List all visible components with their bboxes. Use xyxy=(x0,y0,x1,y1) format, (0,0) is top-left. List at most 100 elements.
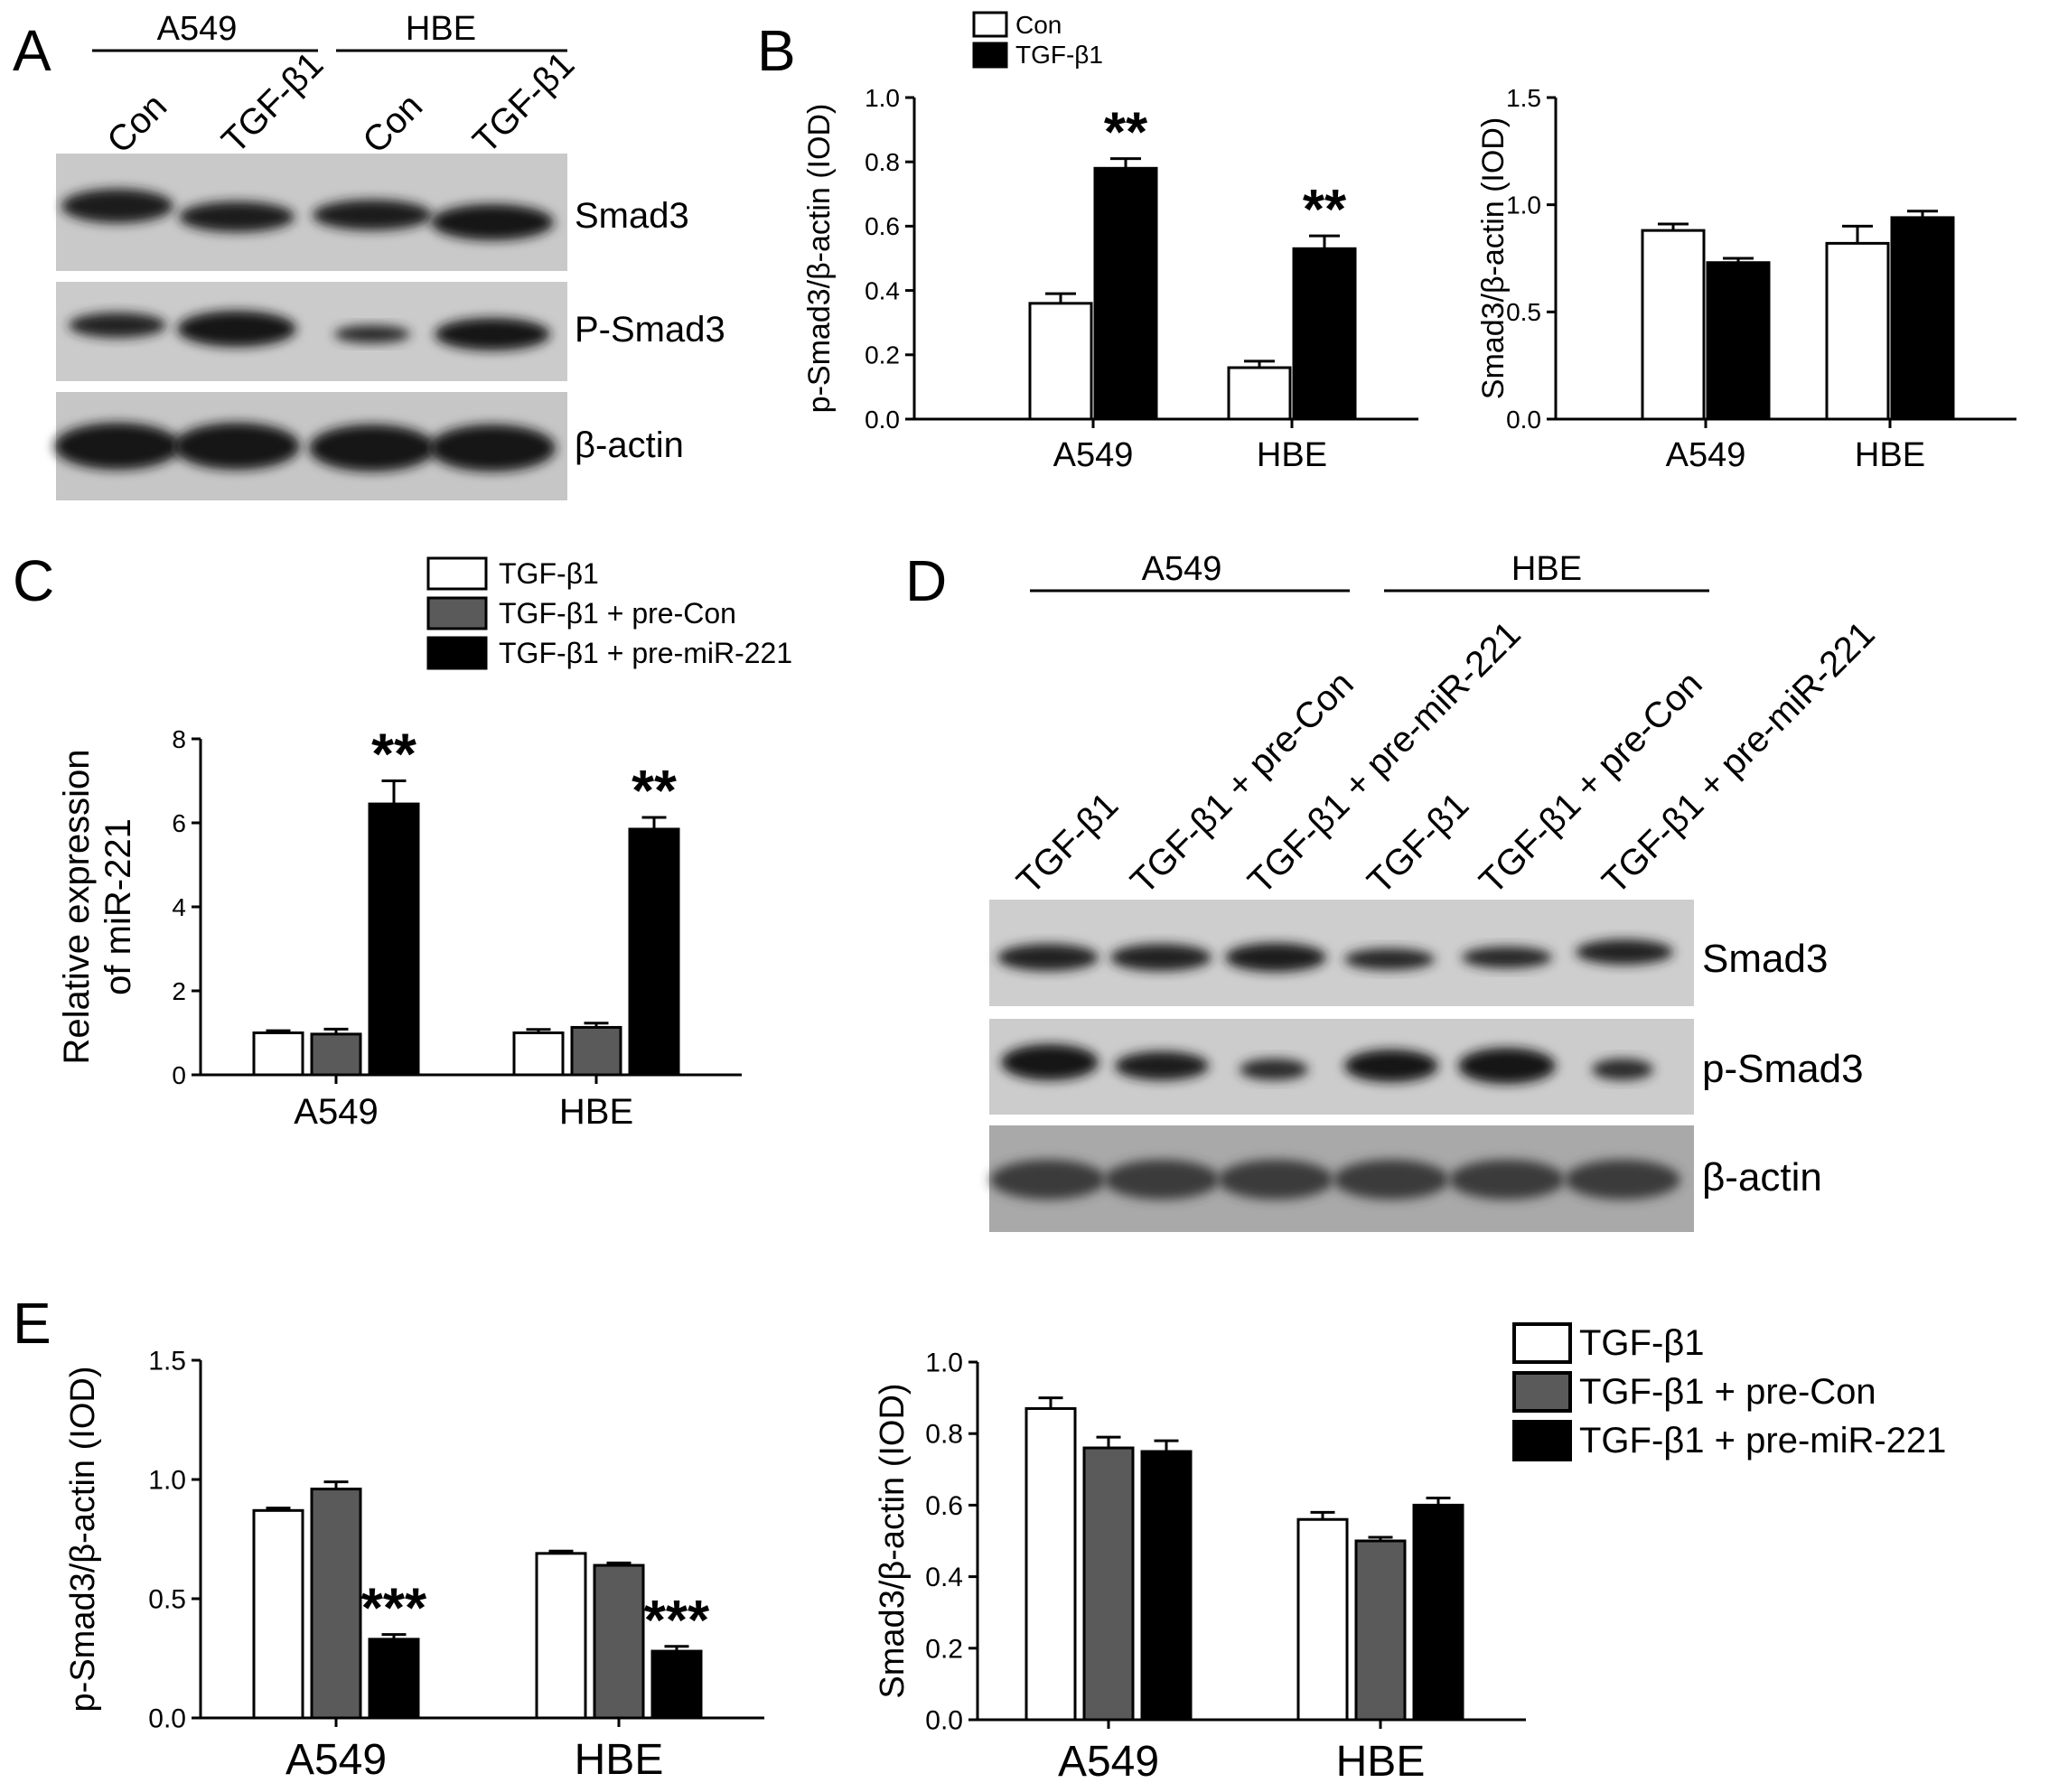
panel-d-blot: A549 HBE TGF-β1 TGF-β1 + pre-Con TGF-β1 … xyxy=(989,550,1883,1232)
blot-d-group-a549: A549 xyxy=(1142,550,1222,588)
chart-b-p-smad3: 0.0 0.2 0.4 0.6 0.8 1.0 p-Smad3/β-actin (IOD) A… xyxy=(802,84,1418,474)
significance-mark: ** xyxy=(1104,102,1148,164)
blot-d-strip-smad3 xyxy=(989,900,1694,1006)
x-category-label: HBE xyxy=(575,1736,664,1784)
legend-b-label-tgf: TGF-β1 xyxy=(1015,41,1103,69)
bar xyxy=(310,1032,362,1077)
panel-letter-a: A xyxy=(13,18,51,83)
y-tick-label: 1.0 xyxy=(1506,191,1541,219)
bar xyxy=(593,1563,645,1720)
significance-mark: ** xyxy=(371,722,416,787)
bar xyxy=(1140,1450,1193,1722)
y-tick-label: 0.0 xyxy=(925,1706,963,1736)
bar xyxy=(1354,1539,1407,1722)
y-axis-label: p-Smad3/β-actin (IOD) xyxy=(802,104,837,414)
y-tick-label: 1.5 xyxy=(148,1347,186,1377)
blot-a-band-p-smad3: P-Smad3 xyxy=(575,310,725,350)
legend-e-label-3: TGF-β1 + pre-miR-221 xyxy=(1579,1421,1946,1461)
significance-mark: *** xyxy=(361,1578,427,1640)
y-axis-label: Relative expression xyxy=(57,749,97,1064)
blot-d-group-hbe: HBE xyxy=(1511,550,1582,588)
blot-a-strip-p-smad3 xyxy=(56,282,567,381)
blot-d-band-smad3: Smad3 xyxy=(1702,937,1828,981)
bar xyxy=(1093,166,1158,421)
chart-e-p-smad3: 0.0 0.5 1.0 1.5 p-Smad3/β-actin (IOD) A549 ***… xyxy=(64,1347,764,1784)
blot-d-strip-p-smad3 xyxy=(989,1019,1694,1115)
x-category-label: HBE xyxy=(559,1092,633,1132)
y-tick-label: 0.6 xyxy=(865,212,900,240)
blot-a-strip-beta-actin xyxy=(54,392,567,500)
y-tick-label: 2 xyxy=(172,977,186,1005)
chart-e-smad3: 0.0 0.2 0.4 0.6 0.8 1.0 Smad3/β-actin (IOD) A54… xyxy=(874,1349,1526,1786)
blot-a-strip-smad3 xyxy=(56,154,567,271)
bar xyxy=(1227,366,1292,421)
legend-c-label-2: TGF-β1 + pre-Con xyxy=(499,597,736,630)
blot-d-lane-5: TGF-β1 + pre-Con xyxy=(1472,664,1710,902)
significance-mark: *** xyxy=(644,1590,710,1652)
bar xyxy=(1296,1517,1349,1722)
blot-a-band-beta-actin: β-actin xyxy=(575,425,684,465)
legend-c-label-3: TGF-β1 + pre-miR-221 xyxy=(499,637,792,669)
y-tick-label: 0.8 xyxy=(865,148,900,176)
y-tick-label: 1.0 xyxy=(925,1349,963,1378)
chart-c-mir221: 0 2 4 6 8 Relative expression of miR-221 A549 **… xyxy=(57,722,742,1132)
legend-e-label-2: TGF-β1 + pre-Con xyxy=(1579,1372,1876,1412)
blot-a-group-hbe: HBE xyxy=(406,10,476,48)
bar xyxy=(1890,216,1955,421)
x-category-label: HBE xyxy=(1855,436,1925,474)
bar xyxy=(570,1025,622,1077)
y-tick-label: 0.4 xyxy=(865,276,900,304)
legend-c: TGF-β1 TGF-β1 + pre-Con TGF-β1 + pre-miR… xyxy=(426,556,792,670)
bar xyxy=(368,802,420,1077)
significance-mark: ** xyxy=(632,758,677,823)
y-tick-label: 1.5 xyxy=(1506,84,1541,112)
legend-b: Con TGF-β1 xyxy=(972,11,1103,69)
y-tick-label: 0.4 xyxy=(925,1563,963,1592)
y-tick-label: 0.0 xyxy=(148,1704,186,1734)
bar xyxy=(1082,1446,1135,1722)
panel-a-blot: A549 HBE Con TGF-β1 Con TGF-β1 xyxy=(54,10,725,500)
y-axis-label: Smad3/β-actin (IOD) xyxy=(874,1383,912,1698)
bar xyxy=(535,1552,587,1720)
y-tick-label: 0.2 xyxy=(865,341,900,369)
bar xyxy=(1024,1406,1077,1722)
x-category-label: HBE xyxy=(1257,436,1327,474)
blot-d-lane-2: TGF-β1 + pre-Con xyxy=(1123,664,1361,902)
blot-d-lane-1: TGF-β1 xyxy=(1009,785,1126,901)
bar xyxy=(252,1508,304,1720)
blot-a-lane-1: Con xyxy=(99,86,174,161)
blot-d-band-p-smad3: p-Smad3 xyxy=(1702,1047,1864,1091)
x-category-label: A549 xyxy=(285,1736,387,1784)
panel-letter-e: E xyxy=(13,1291,51,1356)
bar xyxy=(1641,229,1706,421)
blot-d-lane-4: TGF-β1 xyxy=(1360,785,1476,901)
legend-e-label-1: TGF-β1 xyxy=(1579,1323,1705,1363)
y-axis-label: of miR-221 xyxy=(98,818,138,995)
y-tick-label: 0.5 xyxy=(1506,298,1541,326)
y-tick-label: 0.5 xyxy=(148,1585,186,1615)
blot-a-lane-3: Con xyxy=(355,86,430,161)
bar xyxy=(650,1649,703,1720)
legend-e: TGF-β1 TGF-β1 + pre-Con TGF-β1 + pre-miR… xyxy=(1512,1322,1946,1461)
bar xyxy=(1825,241,1890,421)
y-tick-label: 1.0 xyxy=(148,1466,186,1496)
bar xyxy=(1412,1503,1464,1722)
y-tick-label: 8 xyxy=(172,725,186,753)
bar xyxy=(1028,302,1093,421)
panel-letter-d: D xyxy=(905,548,947,613)
y-tick-label: 0.2 xyxy=(925,1634,963,1664)
y-tick-label: 0.0 xyxy=(1506,406,1541,434)
blot-a-lane-4: TGF-β1 xyxy=(465,44,582,161)
significance-mark: ** xyxy=(1303,179,1347,241)
x-category-label: A549 xyxy=(1666,436,1746,474)
bar xyxy=(1706,261,1771,421)
y-tick-label: 6 xyxy=(172,809,186,837)
bar xyxy=(368,1638,420,1720)
bar xyxy=(512,1031,565,1077)
bar xyxy=(628,827,680,1077)
y-tick-label: 0 xyxy=(172,1061,186,1089)
legend-c-label-1: TGF-β1 xyxy=(499,557,599,590)
legend-b-label-con: Con xyxy=(1015,11,1062,39)
blot-a-lane-2: TGF-β1 xyxy=(214,44,331,161)
